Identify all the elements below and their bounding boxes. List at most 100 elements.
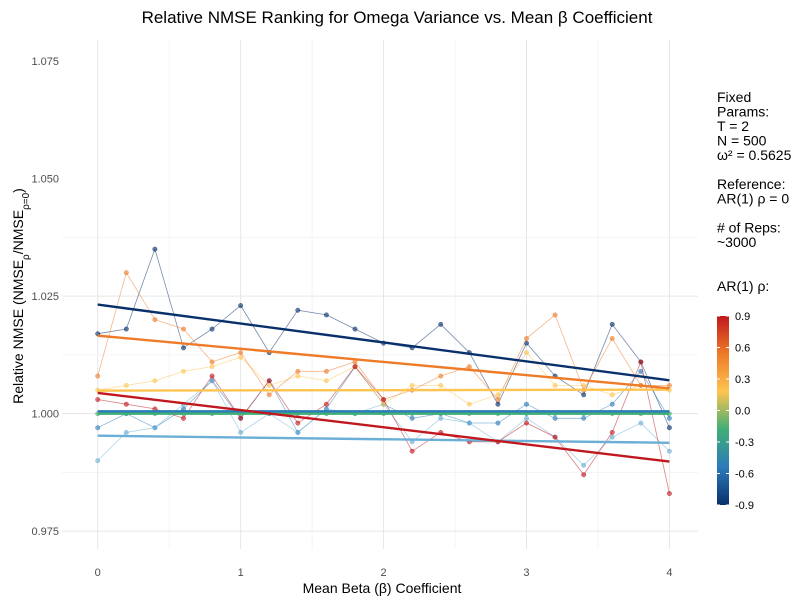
- data-point: [295, 307, 301, 313]
- colorbar-gradient: [717, 316, 729, 505]
- data-point: [495, 397, 501, 402]
- data-point: [609, 335, 615, 341]
- trend-line: [97, 391, 670, 463]
- data-point: [323, 312, 329, 318]
- data-point: [295, 429, 301, 435]
- data-point: [295, 368, 301, 374]
- colorbar-tick-label: -0.6: [735, 469, 754, 481]
- data-point: [181, 345, 186, 351]
- data-point: [609, 429, 615, 435]
- data-point: [238, 303, 244, 308]
- data-point: [123, 429, 129, 435]
- data-point: [181, 415, 186, 421]
- data-point: [552, 434, 558, 440]
- side-text-line: AR(1) ρ = 0: [717, 191, 789, 207]
- data-point: [295, 373, 301, 379]
- data-point: [552, 415, 558, 421]
- data-point: [524, 350, 529, 355]
- data-point: [581, 415, 587, 421]
- data-point: [323, 368, 329, 374]
- data-point: [666, 448, 672, 454]
- data-point: [552, 382, 558, 388]
- data-point: [152, 425, 158, 431]
- trend-line: [97, 388, 670, 392]
- colorbar-tick-label: 0.6: [735, 343, 750, 355]
- data-point: [123, 326, 129, 332]
- data-point: [666, 491, 672, 496]
- gridlines: [62, 40, 698, 549]
- data-point: [266, 382, 272, 388]
- x-tick-label: 3: [523, 567, 529, 579]
- data-point: [381, 397, 387, 402]
- side-text-line: # of Reps:: [717, 220, 781, 236]
- data-point: [295, 420, 301, 426]
- side-text-line: Params:: [717, 104, 769, 120]
- side-text-line: Fixed: [717, 89, 751, 105]
- data-point: [438, 415, 444, 421]
- data-point: [466, 364, 472, 370]
- colorbar-tick-label: 0.9: [735, 311, 750, 323]
- chart-title: Relative NMSE Ranking for Omega Variance…: [142, 8, 653, 27]
- data-point: [95, 425, 101, 431]
- data-point: [438, 382, 444, 388]
- data-point: [581, 472, 587, 478]
- colorbar-tick-label: -0.9: [735, 500, 754, 512]
- x-tick-label: 2: [381, 567, 387, 579]
- data-point: [95, 373, 101, 379]
- data-point: [524, 420, 529, 426]
- data-point: [495, 420, 501, 426]
- data-point: [181, 368, 186, 374]
- trend-line: [97, 303, 670, 382]
- data-point: [438, 321, 444, 327]
- data-point: [209, 359, 215, 365]
- side-text-line: ω² = 0.5625: [717, 147, 792, 163]
- x-tick-label: 1: [238, 567, 244, 579]
- y-tick-label: 0.975: [31, 526, 59, 538]
- y-tick-label: 1.050: [31, 174, 59, 186]
- data-point: [581, 392, 587, 398]
- y-axis-title: Relative NMSE (NMSEρ/NMSEρ=0): [10, 188, 32, 404]
- data-point: [638, 420, 644, 426]
- side-text-line: ~3000: [717, 234, 757, 250]
- data-point: [352, 364, 358, 370]
- side-text-line: Reference:: [717, 176, 785, 192]
- data-point: [209, 378, 215, 384]
- data-point: [323, 378, 329, 384]
- y-tick-label: 1.075: [31, 56, 59, 68]
- data-point: [524, 401, 529, 407]
- trend-lines: [97, 303, 670, 463]
- data-point: [209, 373, 215, 379]
- x-tick-labels: 0 1 2 3 4: [95, 567, 673, 579]
- data-point: [95, 458, 101, 464]
- data-point: [524, 415, 529, 421]
- side-text-line: T = 2: [717, 118, 749, 134]
- x-axis-title: Mean Beta (β) Coefficient: [303, 580, 462, 596]
- data-point: [409, 448, 415, 454]
- data-point: [609, 434, 615, 440]
- data-point: [666, 415, 672, 421]
- colorbar-tick-label: 0.0: [735, 406, 750, 418]
- trend-line: [97, 334, 670, 390]
- x-tick-label: 4: [666, 567, 672, 579]
- data-point: [552, 312, 558, 318]
- x-tick-label: 0: [95, 567, 101, 579]
- data-point: [152, 378, 158, 384]
- colorbar-title: AR(1) ρ:: [717, 278, 769, 294]
- trend-line: [97, 434, 670, 444]
- data-point: [95, 397, 101, 402]
- data-point: [266, 392, 272, 398]
- data-point: [352, 326, 358, 332]
- data-point: [638, 359, 644, 365]
- colorbar: 0.9 0.6 0.3 0.0 -0.3 -0.6 -0.9: [717, 311, 754, 512]
- side-text-line: N = 500: [717, 133, 767, 149]
- data-point: [609, 321, 615, 327]
- data-point: [466, 401, 472, 407]
- data-point: [123, 382, 129, 388]
- data-point: [238, 429, 244, 435]
- data-point: [152, 317, 158, 323]
- data-point: [666, 425, 672, 431]
- colorbar-tick-label: 0.3: [735, 374, 750, 386]
- data-point: [238, 415, 244, 421]
